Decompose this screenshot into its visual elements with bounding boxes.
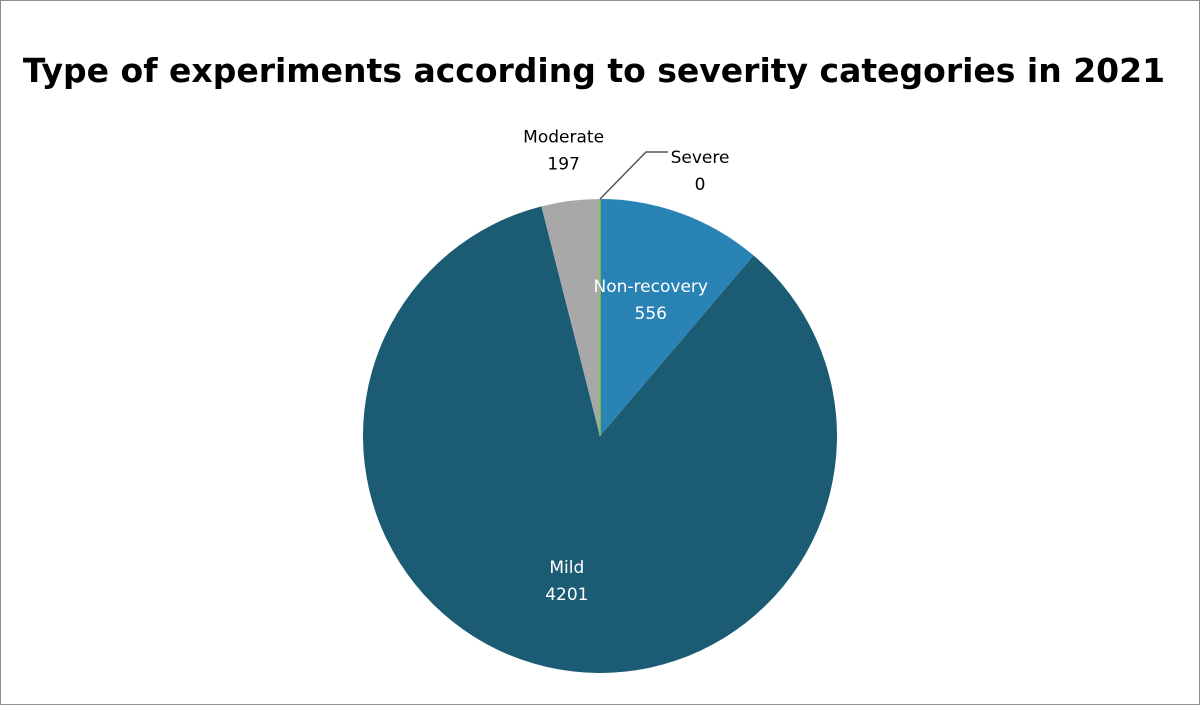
slices-layer bbox=[362, 199, 837, 674]
labels-layer: Non-recovery 556 Mild 4201 Moderate 197 Severe… bbox=[523, 127, 729, 605]
pie-slice-non-recovery bbox=[600, 199, 754, 436]
chart-title: Type of experiments according to severit… bbox=[22, 51, 1166, 90]
leader-line-severe bbox=[599, 151, 668, 200]
slice-label-non-recovery: Non-recovery bbox=[594, 277, 708, 297]
slice-label-severe: Severe bbox=[671, 148, 730, 168]
pie-slice-moderate bbox=[541, 199, 600, 436]
slice-value-severe: 0 bbox=[695, 175, 706, 195]
slice-label-mild: Mild bbox=[549, 558, 584, 578]
slice-value-mild: 4201 bbox=[545, 585, 588, 605]
slice-value-moderate: 197 bbox=[547, 154, 579, 174]
slice-label-moderate: Moderate bbox=[523, 127, 604, 147]
pie-slice-mild bbox=[362, 206, 837, 674]
slice-value-non-recovery: 556 bbox=[635, 304, 667, 324]
